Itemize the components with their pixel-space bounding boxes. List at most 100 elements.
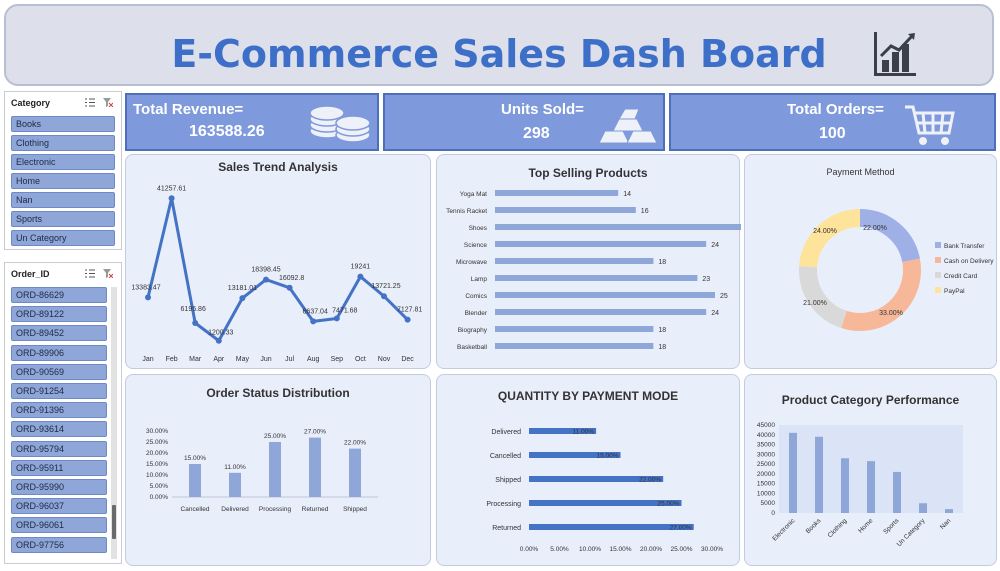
order-slicer-scrollbar[interactable]	[111, 287, 117, 559]
category-bar-electronic	[789, 433, 797, 513]
product-label-basketball: Basketball	[457, 344, 488, 351]
order-item-ord-95990[interactable]: ORD-95990	[11, 479, 107, 495]
sales-label-mar: 6195.86	[181, 306, 206, 313]
clear-filter-icon[interactable]	[103, 98, 113, 107]
sales-label-sep: 7471.68	[332, 307, 357, 314]
category-bar-books	[815, 437, 823, 513]
mode-xtick: 20.00%	[640, 546, 662, 553]
sales-point-apr	[216, 338, 222, 344]
sales-label-apr: 1200.33	[208, 330, 233, 337]
order-item-ord-89906[interactable]: ORD-89906	[11, 345, 107, 361]
sales-point-dec	[405, 317, 411, 323]
product-value-tennis-racket: 16	[641, 208, 649, 215]
order-item-ord-97756[interactable]: ORD-97756	[11, 537, 107, 553]
category-xtick-sports: Sports	[882, 517, 901, 536]
product-label-lamp: Lamp	[471, 276, 488, 283]
order-item-ord-91396[interactable]: ORD-91396	[11, 402, 107, 418]
coins-icon	[307, 101, 373, 145]
scroll-thumb[interactable]	[112, 505, 116, 539]
sales-xtick-nov: Nov	[378, 356, 391, 363]
status-bar-delivered	[229, 473, 241, 497]
category-xtick-electronic: Electronic	[771, 517, 797, 543]
category-slicer-title: Category	[11, 98, 50, 108]
kpi-total-orders: Total Orders= 100	[669, 93, 996, 151]
order-item-ord-86629[interactable]: ORD-86629	[11, 287, 107, 303]
legend-swatch-credit-card	[935, 272, 941, 278]
order-item-ord-91254[interactable]: ORD-91254	[11, 383, 107, 399]
sales-xtick-oct: Oct	[355, 356, 366, 363]
status-xtick-shipped: Shipped	[343, 506, 367, 513]
order-item-ord-95911[interactable]: ORD-95911	[11, 460, 107, 476]
order-status-panel: Order Status Distribution 30.00% 25.00% 20…	[125, 374, 431, 566]
category-bar-nan	[945, 509, 953, 513]
product-value-yoga-mat: 14	[623, 191, 631, 198]
sales-point-mar	[192, 320, 198, 326]
status-value-cancelled: 15.00%	[184, 455, 206, 462]
order-item-ord-89452[interactable]: ORD-89452	[11, 325, 107, 341]
product-bar-blender	[495, 309, 706, 315]
sales-label-jan: 13383.47	[131, 284, 160, 291]
category-item-books[interactable]: Books	[11, 116, 115, 132]
sales-point-may	[239, 295, 245, 301]
product-label-biography: Biography	[458, 327, 488, 334]
kpi-total-revenue: Total Revenue= 163588.26	[125, 93, 379, 151]
product-label-comics: Comics	[465, 293, 487, 300]
category-perf-chart: 45000 40000 35000 30000 25000 20000 15000 10000…	[745, 375, 998, 567]
order-item-ord-95794[interactable]: ORD-95794	[11, 441, 107, 457]
category-xtick-nan: Nan	[939, 517, 953, 531]
product-value-biography: 18	[658, 327, 666, 334]
multi-select-icon[interactable]	[85, 269, 95, 278]
category-item-home[interactable]: Home	[11, 173, 115, 189]
status-xtick-delivered: Delivered	[221, 506, 249, 513]
product-bar-tennis-racket	[495, 207, 636, 213]
sales-label-oct: 19241	[351, 264, 371, 271]
shopping-cart-icon	[903, 103, 957, 147]
status-bar-shipped	[349, 449, 361, 497]
product-value-lamp: 23	[702, 276, 710, 283]
product-label-blender: Blender	[465, 310, 488, 317]
legend-swatch-bank-transfer	[935, 242, 941, 248]
order-item-ord-89122[interactable]: ORD-89122	[11, 306, 107, 322]
sales-xtick-aug: Aug	[307, 356, 320, 363]
mode-xtick: 25.00%	[670, 546, 692, 553]
bar-chart-icon	[872, 30, 918, 78]
category-item-electronic[interactable]: Electronic	[11, 154, 115, 170]
payment-pct-cash-on-delivery: 33.00%	[879, 310, 903, 317]
category-xtick-un-category: Un Category	[896, 517, 927, 548]
category-item-sports[interactable]: Sports	[11, 211, 115, 227]
category-item-un-category[interactable]: Un Category	[11, 230, 115, 246]
category-bar-home	[867, 461, 875, 513]
order-id-slicer: Order_ID ORD-86629 ORD-89122 ORD-89452 ORD-…	[4, 262, 122, 564]
product-bar-shoes	[495, 224, 741, 230]
order-item-ord-96037[interactable]: ORD-96037	[11, 498, 107, 514]
category-item-clothing[interactable]: Clothing	[11, 135, 115, 151]
multi-select-icon[interactable]	[85, 98, 95, 107]
category-xtick-books: Books	[805, 517, 823, 535]
order-item-ord-96061[interactable]: ORD-96061	[11, 517, 107, 533]
status-ytick: 25.00%	[146, 439, 168, 446]
order-id-slicer-title: Order_ID	[11, 269, 50, 279]
sales-label-dec: 7127.81	[397, 307, 422, 314]
order-item-ord-90569[interactable]: ORD-90569	[11, 364, 107, 380]
category-item-nan[interactable]: Nan	[11, 192, 115, 208]
sales-xtick-jan: Jan	[142, 356, 153, 363]
product-bar-microwave	[495, 258, 653, 264]
payment-pct-credit-card: 21.00%	[803, 300, 827, 307]
top-products-chart: Yoga Mat14Tennis Racket16Shoes28Science2…	[437, 155, 741, 370]
sales-xtick-apr: Apr	[213, 356, 225, 363]
mode-xtick: 10.00%	[579, 546, 601, 553]
sales-point-aug	[310, 318, 316, 324]
sales-trend-panel: Sales Trend Analysis 13383.47 Jan 41257.61…	[125, 154, 431, 369]
order-item-ord-93614[interactable]: ORD-93614	[11, 421, 107, 437]
payment-slice-paypal	[808, 218, 860, 267]
sales-xtick-sep: Sep	[331, 356, 344, 363]
status-value-shipped: 22.00%	[344, 440, 366, 447]
legend-label-paypal: PayPal	[944, 288, 965, 295]
header-banner: E-Commerce Sales Dash Board	[4, 4, 994, 86]
category-perf-panel: Product Category Performance 45000 40000 3…	[744, 374, 997, 566]
sales-label-aug: 6637.04	[303, 308, 328, 315]
sales-point-jan	[145, 294, 151, 300]
clear-filter-icon[interactable]	[103, 269, 113, 278]
dashboard-title: E-Commerce Sales Dash Board	[6, 32, 992, 76]
product-bar-lamp	[495, 275, 697, 281]
